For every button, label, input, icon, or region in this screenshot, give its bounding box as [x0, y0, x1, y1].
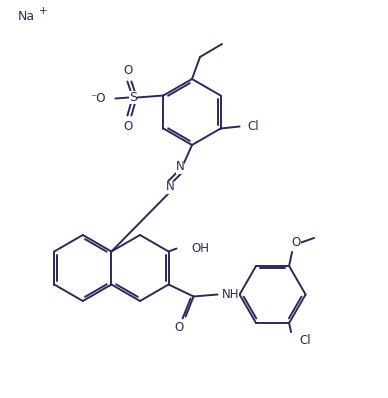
Text: NH: NH — [222, 288, 239, 301]
Text: S: S — [130, 91, 137, 104]
Text: Cl: Cl — [299, 334, 311, 347]
Text: N: N — [176, 160, 184, 174]
Text: Na: Na — [18, 10, 35, 23]
Text: N: N — [166, 181, 174, 193]
Text: O: O — [291, 236, 301, 250]
Text: +: + — [39, 6, 48, 16]
Text: Cl: Cl — [248, 120, 259, 133]
Text: O: O — [124, 64, 133, 77]
Text: O: O — [174, 321, 183, 334]
Text: OH: OH — [192, 242, 210, 255]
Text: ⁻O: ⁻O — [90, 92, 106, 105]
Text: O: O — [124, 120, 133, 133]
